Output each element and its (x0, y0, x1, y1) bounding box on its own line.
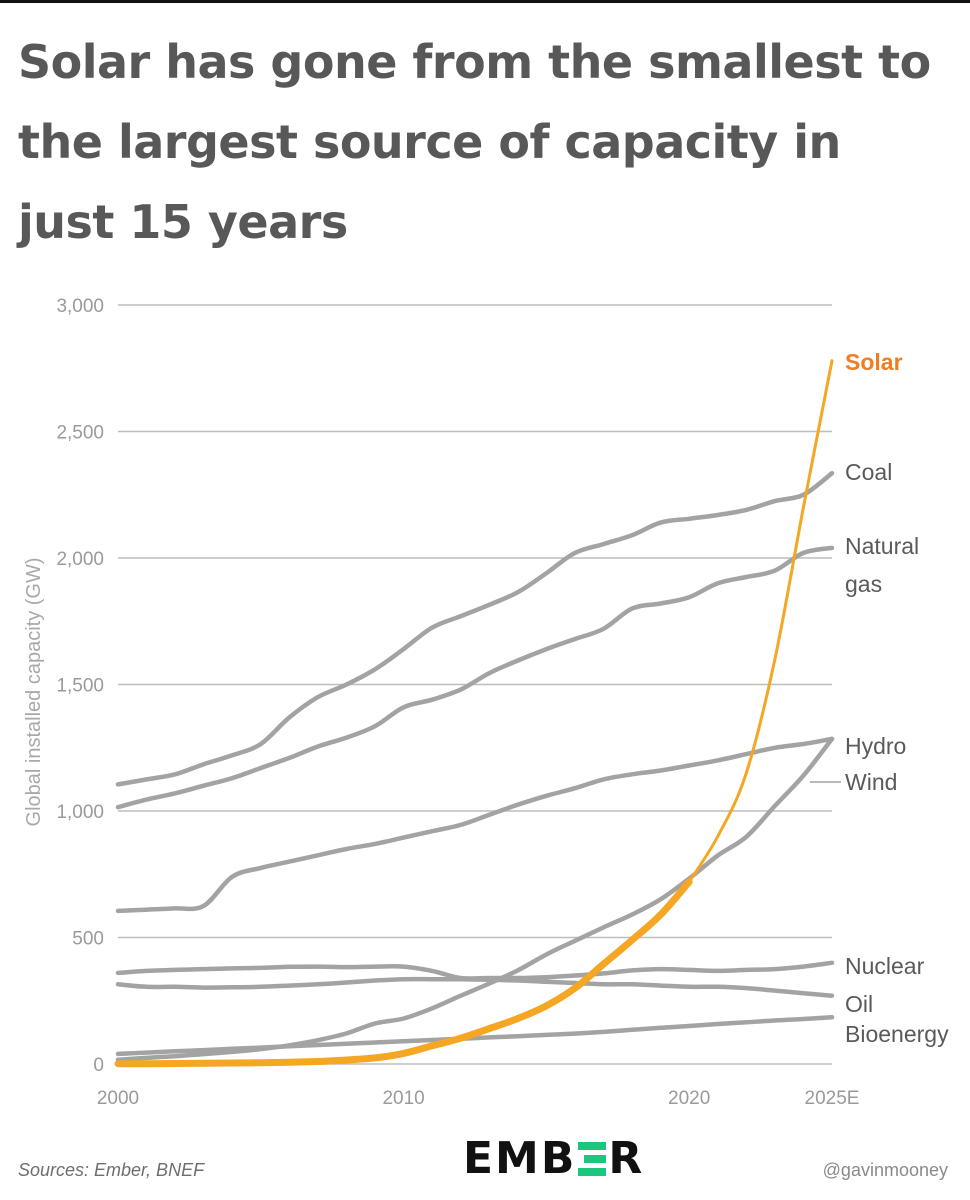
y-tick-label: 500 (72, 929, 104, 950)
series-label-oil: Oil (845, 991, 873, 1017)
author-handle: @gavinmooney (822, 1160, 948, 1180)
y-axis-label: Global installed capacity (GW) (23, 558, 45, 827)
x-tick-labels: 2000 2010 2020 2025E (97, 1088, 860, 1109)
series-line-oil (115, 976, 835, 998)
sources-note: Sources: Ember, BNEF (18, 1160, 205, 1180)
series-label-bioenergy: Bioenergy (845, 1021, 949, 1047)
series-line-nuclear (115, 960, 835, 981)
logo-e-mark-icon (578, 1141, 607, 1176)
series-label-natural-gas: Natural (845, 533, 919, 559)
series-label-wind: Wind (845, 769, 897, 795)
x-tick-label: 2025E (805, 1088, 860, 1109)
series-line-hydro (115, 736, 835, 914)
series-label-hydro: Hydro (845, 733, 906, 759)
logo-text-left: EMB (463, 1133, 577, 1184)
series-line-solar-lower (114, 878, 693, 1068)
title-line-3: just 15 years (18, 195, 348, 249)
y-tick-label: 1,000 (56, 802, 104, 823)
x-tick-label: 2000 (97, 1088, 139, 1109)
series-line-coal (115, 470, 835, 787)
gridlines (118, 304, 832, 1065)
y-tick-label: 3,000 (56, 296, 104, 317)
logo-text-right: R (608, 1133, 645, 1184)
series-label-nuclear: Nuclear (845, 953, 925, 979)
chart-title: Solar has gone from the smallest to the … (18, 22, 948, 262)
y-tick-labels: 0 500 1,000 1,500 2,000 2,500 3,000 (56, 296, 104, 1076)
series-line-wind (115, 736, 835, 1062)
series-lines (114, 359, 835, 1068)
y-tick-label: 2,000 (56, 549, 104, 570)
x-tick-label: 2010 (382, 1088, 424, 1109)
y-tick-label: 0 (93, 1055, 104, 1076)
series-line-solar-upper (687, 359, 834, 884)
series-label-coal: Coal (845, 459, 892, 485)
title-line-1: Solar has gone from the smallest to (18, 35, 931, 89)
x-tick-label: 2020 (668, 1088, 710, 1109)
series-label-solar: Solar (845, 349, 903, 375)
ember-logo: EMB R (463, 1133, 644, 1184)
series-line-natural-gas (115, 545, 835, 810)
y-tick-label: 2,500 (56, 423, 104, 444)
series-label-natural-gas: gas (845, 571, 882, 597)
y-tick-label: 1,500 (56, 676, 104, 697)
series-line-bioenergy (115, 1014, 835, 1057)
title-line-2: the largest source of capacity in (18, 115, 841, 169)
series-labels: Coal Natural gas Hydro Wind Nuclear Oil Bioener… (810, 349, 949, 1047)
top-rule (0, 0, 970, 3)
